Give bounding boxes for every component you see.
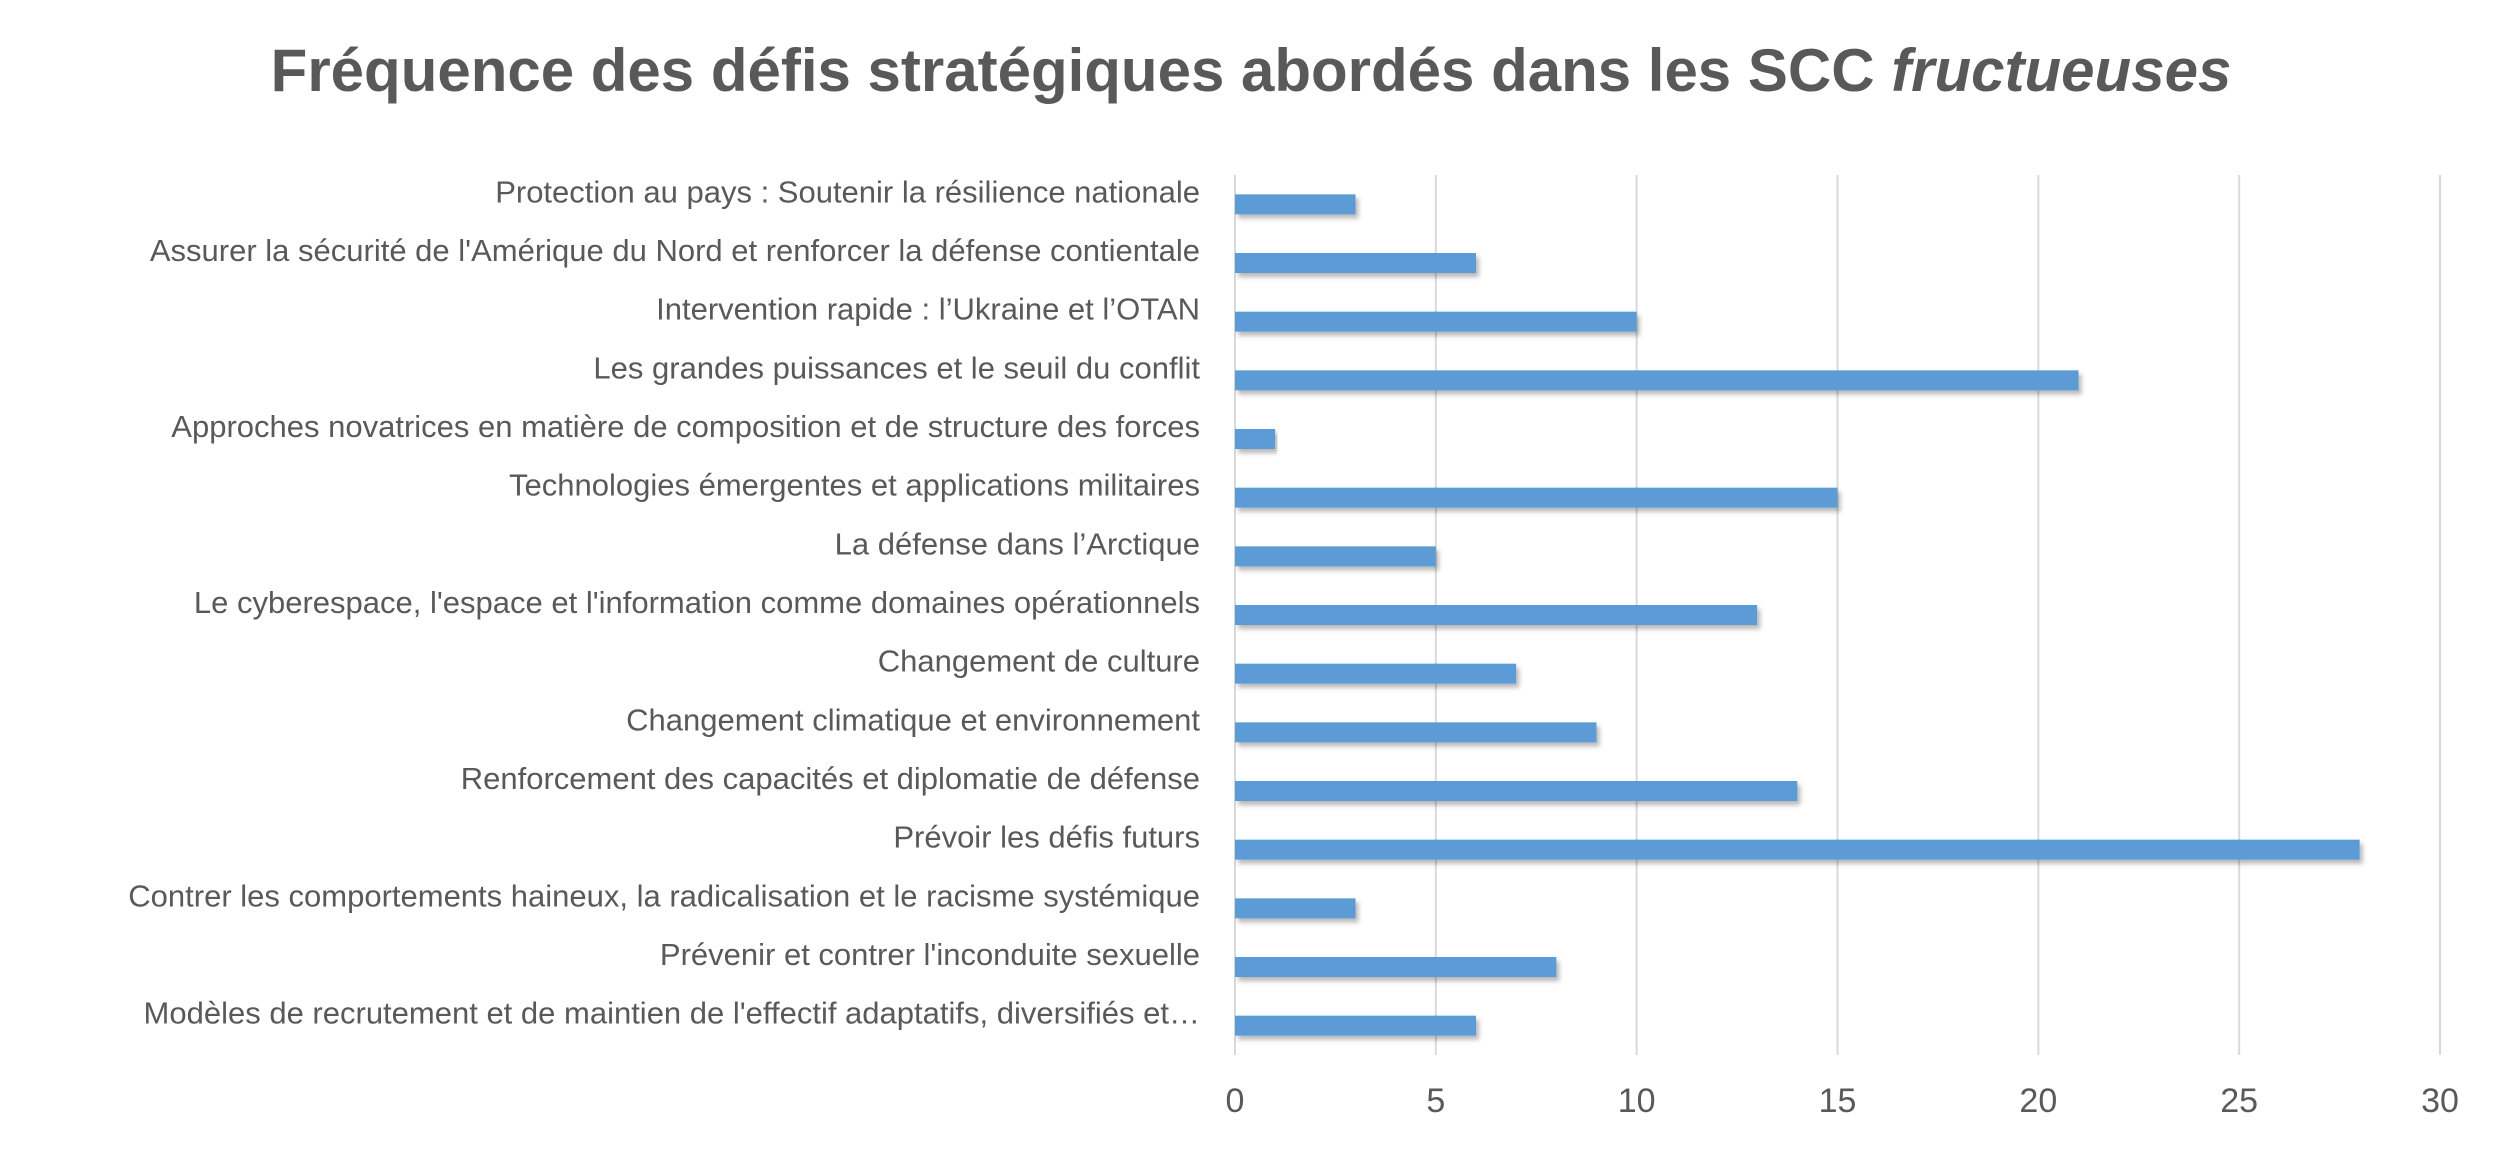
bar bbox=[1235, 253, 1476, 273]
x-tick-label: 10 bbox=[1618, 1082, 1656, 1120]
bar bbox=[1235, 487, 1838, 508]
x-tick-label: 15 bbox=[1819, 1082, 1857, 1120]
x-tick-label: 20 bbox=[2019, 1082, 2057, 1120]
bar bbox=[1235, 1015, 1476, 1036]
chart-title-emphasis: fructueuses bbox=[1891, 37, 2232, 104]
category-label: Intervention rapide : l’Ukraine et l’OTA… bbox=[656, 292, 1200, 327]
bar bbox=[1235, 429, 1276, 449]
bar bbox=[1235, 370, 2079, 391]
bar bbox=[1235, 898, 1356, 919]
bars bbox=[1235, 194, 2360, 1036]
category-label: Prévoir les défis futurs bbox=[893, 820, 1200, 855]
category-label: Approches novatrices en matière de compo… bbox=[171, 409, 1200, 444]
chart-title-main: Fréquence des défis stratégiques abordés… bbox=[270, 37, 1875, 104]
category-label: Technologies émergentes et applications … bbox=[509, 468, 1200, 503]
category-label: Contrer les comportements haineux, la ra… bbox=[128, 878, 1200, 913]
category-label: Prévenir et contrer l'inconduite sexuell… bbox=[660, 937, 1200, 972]
category-labels: Protection au pays : Soutenir la résilie… bbox=[128, 174, 1200, 1030]
bar bbox=[1235, 605, 1758, 625]
category-label: Renforcement des capacités et diplomatie… bbox=[461, 761, 1200, 796]
category-label: Changement climatique et environnement bbox=[626, 702, 1200, 737]
category-label: Le cyberespace, l'espace et l'informatio… bbox=[194, 585, 1200, 620]
x-tick-label: 25 bbox=[2220, 1082, 2258, 1120]
bar bbox=[1235, 311, 1637, 332]
x-tick-label: 0 bbox=[1226, 1082, 1245, 1120]
bar bbox=[1235, 781, 1798, 801]
chart-title: Fréquence des défis stratégiques abordés… bbox=[0, 36, 2502, 105]
category-label: Changement de culture bbox=[878, 644, 1200, 679]
bar bbox=[1235, 663, 1517, 684]
category-label: La défense dans l’Arctique bbox=[835, 526, 1200, 561]
bar bbox=[1235, 546, 1436, 567]
bar bbox=[1235, 957, 1557, 977]
bar bbox=[1235, 839, 2360, 860]
category-label: Modèles de recrutement et de maintien de… bbox=[144, 996, 1200, 1031]
category-label: Assurer la sécurité de l'Amérique du Nor… bbox=[150, 233, 1200, 268]
category-label: Les grandes puissances et le seuil du co… bbox=[593, 350, 1200, 385]
bar bbox=[1235, 194, 1356, 215]
x-tick-label: 30 bbox=[2421, 1082, 2459, 1120]
bar bbox=[1235, 722, 1597, 743]
x-tick-label: 5 bbox=[1426, 1082, 1445, 1120]
x-axis-tick-labels: 0 5 10 15 20 25 30 bbox=[1226, 1082, 2459, 1120]
category-label: Protection au pays : Soutenir la résilie… bbox=[495, 174, 1200, 209]
